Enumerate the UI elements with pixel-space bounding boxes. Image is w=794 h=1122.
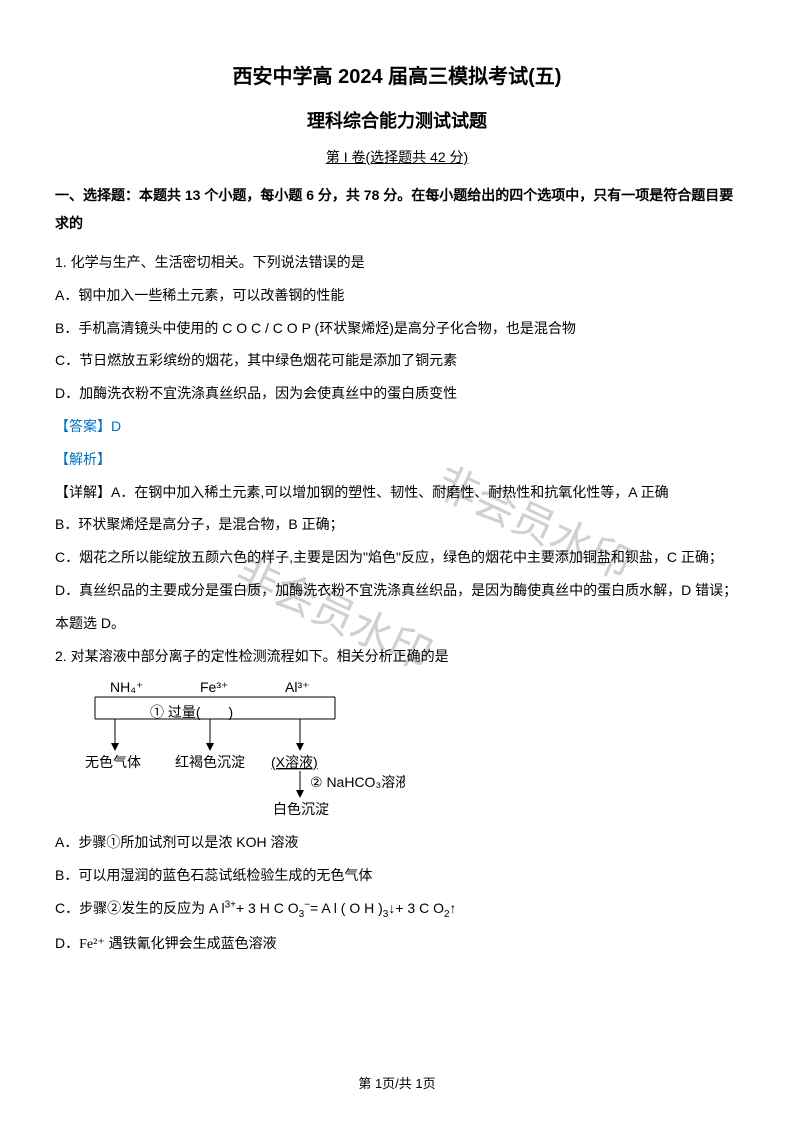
flowchart-svg: NH₄⁺ Fe³⁺ Al³⁺ ① 过量( ) 无色气体 红褐色沉淀 (X溶液) … <box>85 679 405 819</box>
q1-answer: 【答案】D <box>55 411 739 442</box>
q2-option-b: B．可以用湿润的蓝色石蕊试纸检验生成的无色气体 <box>55 860 739 891</box>
diagram-final: 白色沉淀 <box>273 801 329 817</box>
document-content: 西安中学高 2024 届高三模拟考试(五) 理科综合能力测试试题 第 I 卷(选… <box>55 60 739 961</box>
q2-diagram: NH₄⁺ Fe³⁺ Al³⁺ ① 过量( ) 无色气体 红褐色沉淀 (X溶液) … <box>85 679 739 819</box>
q1-detail-b: B．环状聚烯烃是高分子，是混合物，B 正确； <box>55 509 739 540</box>
q1-detail-d: D．真丝织品的主要成分是蛋白质，加酶洗衣粉不宜洗涤真丝织品，是因为酶使真丝中的蛋… <box>55 575 739 606</box>
sub-title: 理科综合能力测试试题 <box>55 107 739 133</box>
q1-option-b: B．手机高清镜头中使用的 C O C / C O P (环状聚烯烃)是高分子化合… <box>55 313 739 344</box>
q2-option-a: A．步骤①所加试剂可以是浓 KOH 溶液 <box>55 827 739 858</box>
page-footer: 第 1页/共 1页 <box>0 1073 794 1092</box>
diagram-result2: 红褐色沉淀 <box>175 754 245 770</box>
q1-conclusion: 本题选 D。 <box>55 608 739 639</box>
q1-option-a: A．钢中加入一些稀土元素，可以改善钢的性能 <box>55 280 739 311</box>
q1-analysis-label: 【解析】 <box>55 444 739 475</box>
q2-option-c: C．步骤②发生的反应为 A l3++ 3 H C O3−= A l ( O H … <box>55 893 739 926</box>
diagram-step1: ① 过量( ) <box>150 704 233 720</box>
instruction-text: 一、选择题：本题共 13 个小题，每小题 6 分，共 78 分。在每小题给出的四… <box>55 181 739 237</box>
q1-option-d: D．加酶洗衣粉不宜洗涤真丝织品，因为会使真丝中的蛋白质变性 <box>55 378 739 409</box>
diagram-result1: 无色气体 <box>85 754 141 770</box>
diagram-label: Al³⁺ <box>285 679 310 695</box>
q1-detail-c: C．烟花之所以能绽放五颜六色的样子,主要是因为"焰色"反应，绿色的烟花中主要添加… <box>55 542 739 573</box>
diagram-label: NH₄⁺ <box>110 679 143 695</box>
q1-detail-a: 【详解】A．在钢中加入稀土元素,可以增加钢的塑性、韧性、耐磨性、耐热性和抗氧化性… <box>55 477 739 508</box>
section-info: 第 I 卷(选择题共 42 分) <box>55 147 739 167</box>
diagram-step2: ② NaHCO₃溶液 <box>310 774 405 790</box>
q1-option-c: C．节日燃放五彩缤纷的烟花，其中绿色烟花可能是添加了铜元素 <box>55 345 739 376</box>
q1-stem: 1. 化学与生产、生活密切相关。下列说法错误的是 <box>55 247 739 278</box>
main-title: 西安中学高 2024 届高三模拟考试(五) <box>55 60 739 89</box>
diagram-result3: (X溶液) <box>271 754 318 770</box>
diagram-label: Fe³⁺ <box>200 679 228 695</box>
q2-stem: 2. 对某溶液中部分离子的定性检测流程如下。相关分析正确的是 <box>55 641 739 672</box>
q2-option-d: D．Fe²⁺ 遇铁氰化钾会生成蓝色溶液 <box>55 928 739 961</box>
